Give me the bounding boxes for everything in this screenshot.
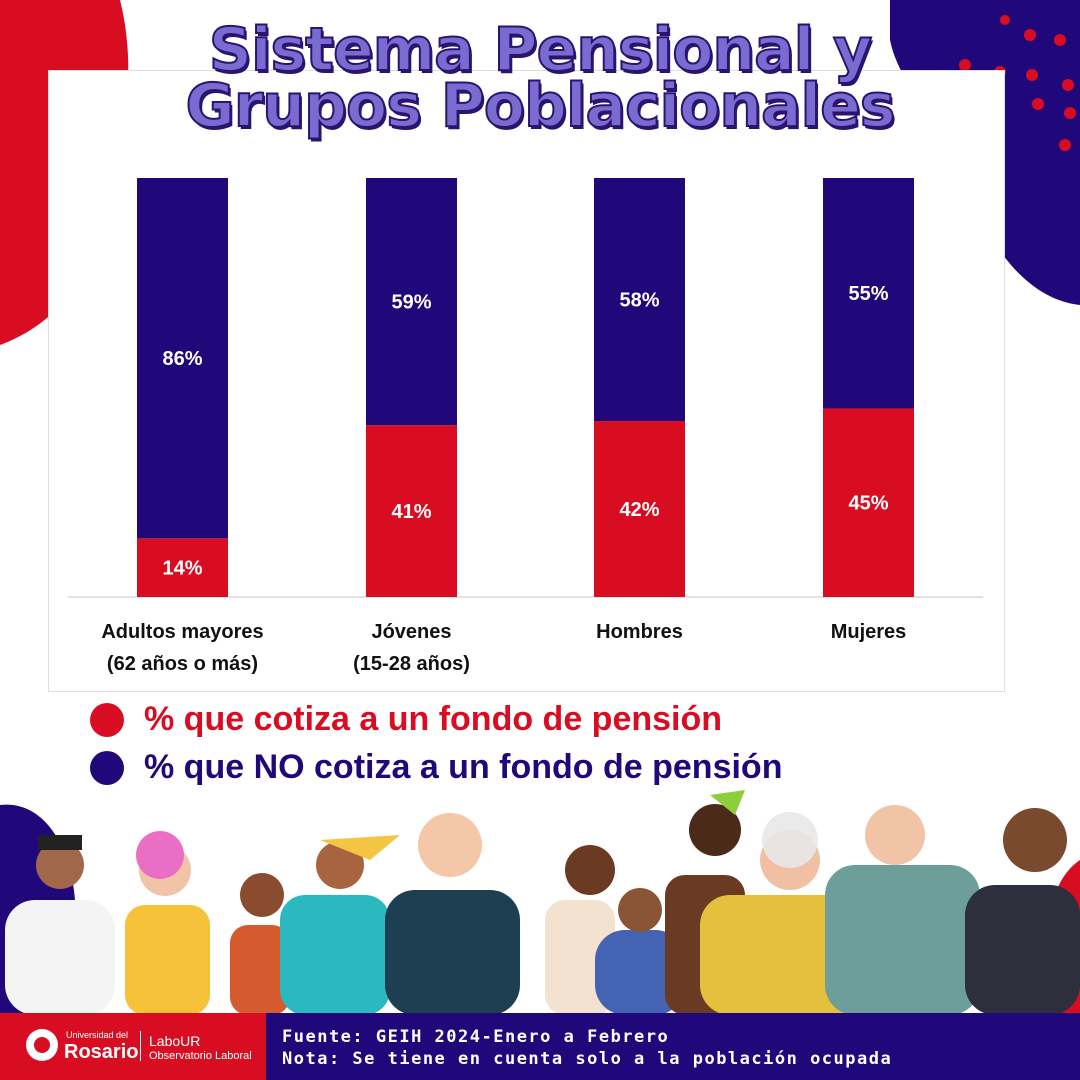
bar-cotiza-3 [823, 408, 914, 597]
legend-label-cotiza: % que cotiza a un fondo de pensión [144, 700, 723, 738]
category-label: Mujeres [831, 621, 907, 643]
rosario-crest-icon [26, 1029, 58, 1061]
person-10 [825, 805, 980, 1015]
person-7 [595, 888, 685, 1015]
data-label: 55% [848, 283, 888, 305]
source-text: Fuente: GEIH 2024-Enero a Febrero [282, 1027, 670, 1047]
person-4 [280, 835, 400, 1015]
legend-item-no-cotiza: % que NO cotiza a un fondo de pensión [90, 748, 782, 787]
person-1 [5, 835, 115, 1015]
person-9 [700, 812, 865, 1015]
bar-no-cotiza-2 [594, 178, 685, 422]
data-label: 45% [848, 493, 888, 515]
category-label: Adultos mayores [101, 621, 263, 643]
logo-univ-small: Universidad del [66, 1030, 129, 1040]
data-label: 59% [391, 292, 431, 314]
stacked-bar-chart: 14% 86% Adultos mayores (62 años o más) 41% 5… [68, 178, 983, 675]
logo-lab-sub: Observatorio Laboral [149, 1050, 252, 1062]
data-label: 41% [391, 501, 431, 523]
data-label: 14% [162, 558, 202, 580]
person-3 [230, 873, 290, 1015]
legend-item-cotiza: % que cotiza a un fondo de pensión [90, 700, 722, 739]
category-label: (62 años o más) [107, 653, 258, 675]
person-5 [385, 813, 520, 1015]
bar-no-cotiza-0 [137, 178, 228, 539]
category-label: Hombres [596, 621, 683, 643]
bar-no-cotiza-1 [366, 178, 457, 426]
title-line-1: Sistema Pensional y [208, 15, 873, 85]
navy-dot-icon [90, 750, 124, 785]
data-label: 86% [162, 348, 202, 370]
legend-label-no-cotiza: % que NO cotiza a un fondo de pensión [144, 748, 783, 786]
university-logo: Universidad del Rosario LaboUR Observato… [0, 1013, 266, 1080]
person-11 [965, 808, 1080, 1015]
bar-cotiza-1 [366, 425, 457, 597]
bar-cotiza-2 [594, 421, 685, 597]
title-line-2: Grupos Poblacionales [184, 71, 896, 141]
logo-lab: LaboUR [149, 1033, 201, 1049]
data-label: 58% [619, 290, 659, 312]
footer: Universidad del Rosario LaboUR Observato… [0, 1013, 1080, 1080]
bar-cotiza-0 [137, 538, 228, 597]
data-label: 42% [619, 499, 659, 521]
note-text: Nota: Se tiene en cuenta solo a la pobla… [282, 1049, 893, 1069]
category-label: Jóvenes [371, 621, 451, 643]
category-label: (15-28 años) [353, 653, 470, 675]
logo-univ-big: Rosario [64, 1041, 139, 1063]
red-dot-icon [90, 702, 124, 737]
bar-no-cotiza-3 [823, 178, 914, 409]
people-illustration [5, 790, 1080, 1015]
person-2 [125, 831, 210, 1015]
page-title: Sistema Pensional y Grupos Poblacionales [0, 15, 1080, 141]
